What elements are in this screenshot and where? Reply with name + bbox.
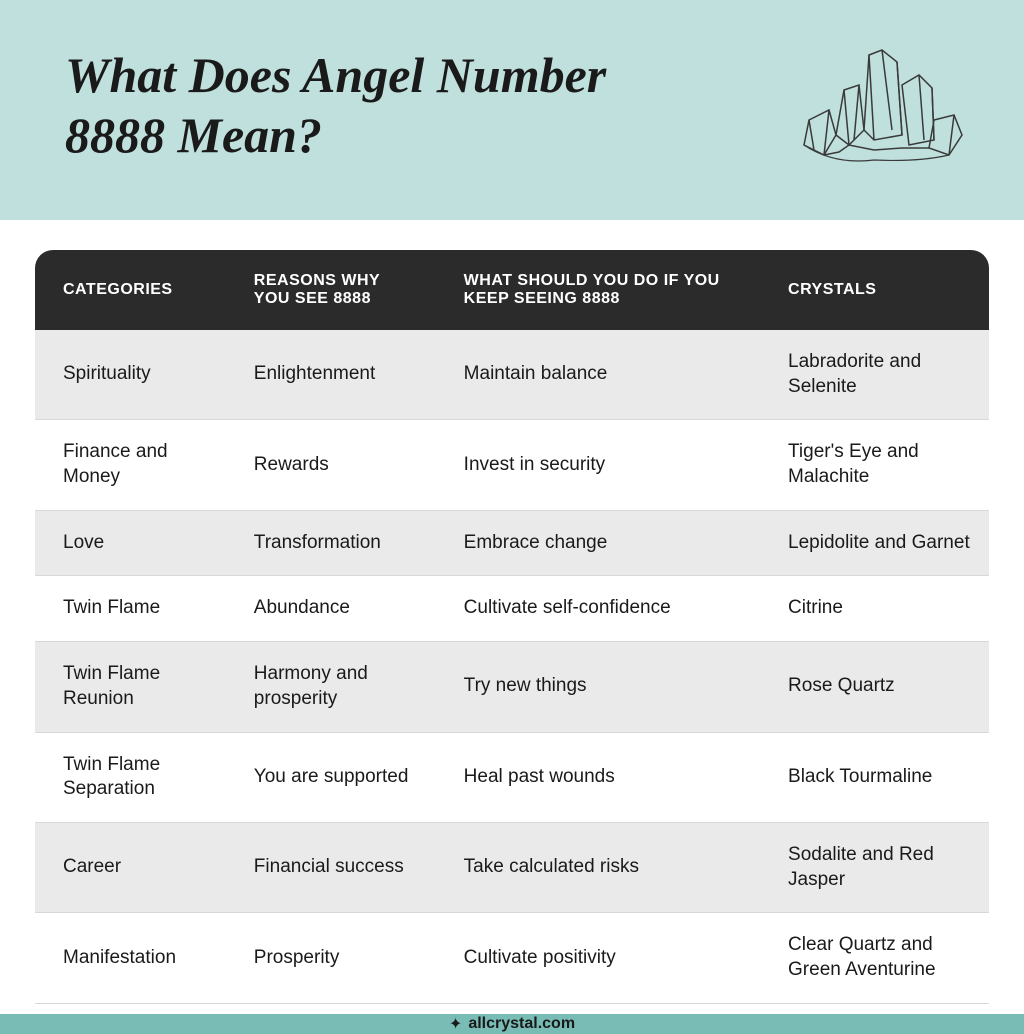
cell-crystals: Labradorite and Selenite xyxy=(760,330,989,420)
cell-action: Cultivate self-confidence xyxy=(436,576,760,642)
cell-reason: Abundance xyxy=(226,576,436,642)
footer-bar: ✦ allcrystal.com xyxy=(0,1014,1024,1034)
cell-action: Cultivate positivity xyxy=(436,913,760,1003)
table-row: Career Financial success Take calculated… xyxy=(35,822,989,912)
table-row: Manifestation Prosperity Cultivate posit… xyxy=(35,913,989,1003)
table-row: Twin Flame Abundance Cultivate self-conf… xyxy=(35,576,989,642)
footer-text: allcrystal.com xyxy=(468,1015,575,1033)
table-row: Finance and Money Rewards Invest in secu… xyxy=(35,420,989,510)
table-row: Love Transformation Embrace change Lepid… xyxy=(35,510,989,576)
cell-reason: Rewards xyxy=(226,420,436,510)
cell-reason: You are supported xyxy=(226,732,436,822)
col-header-crystals: CRYSTALS xyxy=(760,250,989,330)
cell-crystals: Lepidolite and Garnet xyxy=(760,510,989,576)
cell-reason: Financial success xyxy=(226,822,436,912)
cell-action: Take calculated risks xyxy=(436,822,760,912)
sparkle-icon: ✦ xyxy=(449,1014,462,1034)
cell-crystals: Tiger's Eye and Malachite xyxy=(760,420,989,510)
col-header-reasons: REASONS WHY YOU SEE 8888 xyxy=(226,250,436,330)
cell-crystals: Sodalite and Red Jasper xyxy=(760,822,989,912)
cell-reason: Prosperity xyxy=(226,913,436,1003)
cell-crystals: Black Tourmaline xyxy=(760,732,989,822)
cell-category: Twin Flame xyxy=(35,576,226,642)
cell-action: Maintain balance xyxy=(436,330,760,420)
col-header-actions: WHAT SHOULD YOU DO IF YOU KEEP SEEING 88… xyxy=(436,250,760,330)
page-title: What Does Angel Number 8888 Mean? xyxy=(65,45,715,165)
meanings-table: CATEGORIES REASONS WHY YOU SEE 8888 WHAT… xyxy=(35,250,989,1004)
cell-reason: Enlightenment xyxy=(226,330,436,420)
cell-action: Embrace change xyxy=(436,510,760,576)
header-banner: What Does Angel Number 8888 Mean? xyxy=(0,0,1024,220)
cell-reason: Transformation xyxy=(226,510,436,576)
cell-action: Heal past wounds xyxy=(436,732,760,822)
cell-category: Twin Flame Separation xyxy=(35,732,226,822)
table-body: Spirituality Enlightenment Maintain bala… xyxy=(35,330,989,1003)
cell-category: Twin Flame Reunion xyxy=(35,642,226,732)
cell-category: Manifestation xyxy=(35,913,226,1003)
cell-action: Invest in security xyxy=(436,420,760,510)
col-header-categories: CATEGORIES xyxy=(35,250,226,330)
cell-action: Try new things xyxy=(436,642,760,732)
table-container: CATEGORIES REASONS WHY YOU SEE 8888 WHAT… xyxy=(0,220,1024,1014)
table-header-row: CATEGORIES REASONS WHY YOU SEE 8888 WHAT… xyxy=(35,250,989,330)
cell-reason: Harmony and prosperity xyxy=(226,642,436,732)
crystal-icon xyxy=(774,40,974,170)
cell-crystals: Rose Quartz xyxy=(760,642,989,732)
table-row: Twin Flame Reunion Harmony and prosperit… xyxy=(35,642,989,732)
cell-crystals: Clear Quartz and Green Aventurine xyxy=(760,913,989,1003)
cell-category: Spirituality xyxy=(35,330,226,420)
cell-crystals: Citrine xyxy=(760,576,989,642)
cell-category: Love xyxy=(35,510,226,576)
table-row: Spirituality Enlightenment Maintain bala… xyxy=(35,330,989,420)
table-row: Twin Flame Separation You are supported … xyxy=(35,732,989,822)
cell-category: Career xyxy=(35,822,226,912)
cell-category: Finance and Money xyxy=(35,420,226,510)
